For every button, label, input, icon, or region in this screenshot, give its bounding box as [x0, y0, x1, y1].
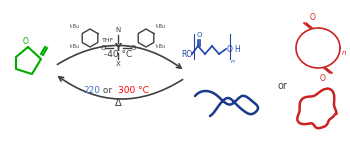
Text: t-Bu: t-Bu [70, 44, 80, 49]
Text: 300 °C: 300 °C [118, 86, 149, 95]
Text: O: O [100, 45, 106, 51]
Text: Δ: Δ [115, 98, 121, 108]
Text: O: O [310, 13, 316, 22]
Text: or: or [100, 86, 115, 95]
Text: t-Bu: t-Bu [70, 24, 80, 29]
FancyArrowPatch shape [59, 77, 183, 99]
Text: O: O [196, 32, 202, 38]
Text: THF: THF [102, 38, 114, 42]
FancyArrowPatch shape [57, 45, 181, 68]
Text: O: O [227, 44, 233, 53]
Text: O: O [23, 37, 29, 46]
Text: Y: Y [114, 43, 121, 53]
Text: H: H [234, 44, 240, 53]
Text: -40 °C: -40 °C [104, 50, 132, 59]
Text: t-Bu: t-Bu [156, 24, 166, 29]
Text: 220: 220 [83, 86, 100, 95]
Text: O: O [130, 45, 136, 51]
Text: n: n [342, 50, 346, 56]
Text: t-Bu: t-Bu [156, 44, 166, 49]
Text: N: N [116, 27, 121, 33]
Text: O: O [320, 74, 326, 83]
Text: X: X [116, 61, 120, 67]
Text: RO: RO [181, 49, 192, 58]
Text: n: n [231, 59, 235, 64]
Text: or: or [277, 81, 287, 91]
